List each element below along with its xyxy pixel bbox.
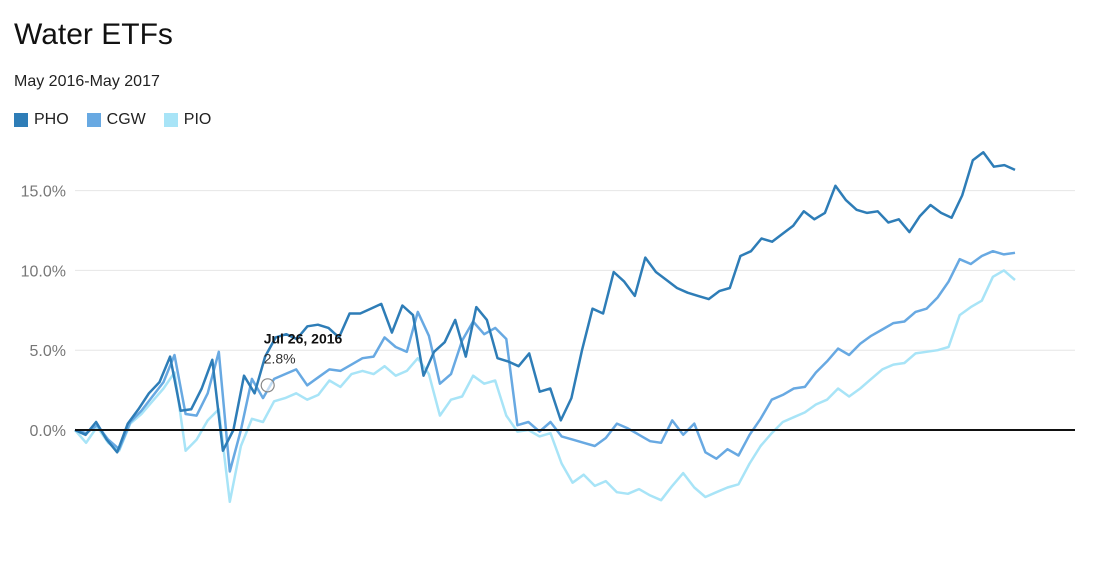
y-tick-label-3: 15.0%: [21, 184, 66, 201]
y-tick-label-1: 5.0%: [30, 343, 66, 360]
grid-lines: 0.0% 5.0% 10.0% 15.0%: [21, 184, 1075, 440]
legend-item-pio[interactable]: PIO: [163, 111, 212, 129]
legend-item-cgw[interactable]: CGW: [86, 111, 146, 129]
tooltip-marker: [260, 378, 275, 393]
tooltip-date: Jul 26, 2016: [264, 330, 343, 346]
tooltip: Jul 26, 2016 2.8%: [260, 330, 343, 393]
legend: PHO CGW PIO: [14, 111, 211, 129]
legend-swatch-pio: [163, 113, 178, 127]
tooltip-value: 2.8%: [264, 350, 296, 366]
series-line-pho[interactable]: [74, 151, 1016, 454]
legend-swatch-cgw: [86, 113, 101, 127]
legend-label-pio: PIO: [183, 111, 212, 128]
chart-title: Water ETFs: [14, 18, 173, 51]
legend-label-cgw: CGW: [106, 111, 146, 128]
chart-subtitle: May 2016-May 2017: [14, 73, 160, 90]
series-line-pio[interactable]: [74, 269, 1016, 504]
series-line-cgw[interactable]: [74, 249, 1016, 473]
legend-swatch-pho: [14, 113, 28, 127]
series-lines: [74, 151, 1016, 504]
y-tick-label-0: 0.0%: [30, 423, 66, 440]
legend-item-pho[interactable]: PHO: [14, 111, 69, 129]
legend-label-pho: PHO: [34, 111, 69, 128]
y-tick-label-2: 10.0%: [21, 263, 66, 280]
